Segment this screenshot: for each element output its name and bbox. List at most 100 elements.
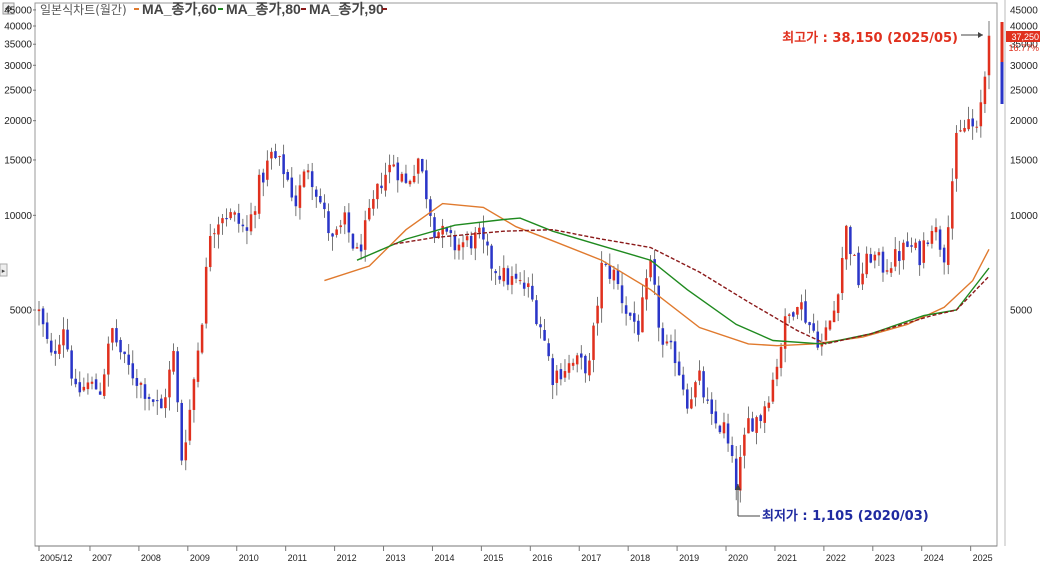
y-tick-label: 15000	[1010, 155, 1038, 166]
candle	[274, 143, 277, 160]
candle	[319, 188, 322, 204]
candle	[690, 387, 693, 410]
candle	[763, 401, 767, 433]
candle	[314, 186, 318, 208]
candle	[355, 242, 359, 249]
candle	[967, 106, 970, 132]
candle	[718, 424, 722, 435]
candle	[425, 159, 428, 209]
y-axis-left: 5000 10000 15000 20000 25000 30000 35000 40000 4…	[4, 5, 36, 317]
candle	[616, 264, 620, 290]
candle	[893, 237, 897, 272]
side-panel-toggle[interactable]: ▸	[0, 263, 8, 277]
candle	[176, 346, 179, 412]
candle	[86, 373, 90, 395]
x-tick-label: 2017	[581, 553, 601, 563]
x-tick-label: 2015	[483, 553, 503, 563]
candle	[571, 358, 575, 371]
candle	[588, 353, 591, 382]
candle	[127, 344, 130, 375]
candle	[400, 171, 404, 183]
candle	[861, 262, 864, 290]
candle	[245, 215, 249, 245]
candle	[478, 222, 481, 239]
candle	[930, 225, 934, 249]
candle	[535, 295, 538, 326]
candle	[600, 251, 603, 323]
candle	[641, 285, 644, 333]
candle	[233, 210, 236, 222]
low-label: 최저가 : 1,105 (2020/03)	[762, 509, 929, 524]
candle	[433, 212, 436, 244]
candle	[881, 246, 885, 282]
candle	[518, 272, 522, 285]
ma-line	[356, 217, 990, 345]
candle	[808, 321, 811, 334]
candle	[922, 232, 926, 269]
x-tick-label: 2019	[679, 553, 699, 563]
y-axis-right: 5000 10000 15000 20000 25000 30000 35000 40000 4…	[1010, 5, 1038, 316]
candle	[119, 337, 122, 360]
y-tick-label: 45000	[4, 5, 32, 16]
candle	[938, 225, 942, 257]
candle	[343, 206, 347, 235]
candle	[49, 332, 53, 356]
candle	[45, 312, 49, 344]
candle	[461, 234, 465, 260]
candle	[698, 360, 701, 386]
legend-title: 일본식차트(월간)	[40, 3, 127, 17]
candle	[653, 249, 656, 295]
candle	[147, 393, 151, 411]
candle	[873, 251, 877, 269]
maximize-button[interactable]: ✥	[2, 2, 15, 15]
y-tick-label: 40000	[1010, 22, 1038, 33]
y-tick-label: 20000	[1010, 116, 1038, 127]
candle	[498, 265, 501, 284]
x-tick-label: 2018	[630, 553, 650, 563]
candle	[734, 445, 738, 501]
candlestick-series	[37, 20, 991, 503]
candle	[987, 20, 991, 90]
candle	[200, 323, 204, 355]
candle	[918, 239, 921, 276]
high-label: 최고가 : 38,150 (2025/05)	[782, 31, 958, 46]
x-axis: 2005/12 2007 2008 2009 2010 2011 2012 2013 2014 2…	[38, 546, 993, 563]
y-tick-label: 35000	[4, 40, 32, 51]
candle	[779, 342, 783, 377]
candle	[563, 359, 567, 382]
candle	[180, 399, 183, 466]
candle	[66, 318, 69, 352]
maximize-icon: ✥	[5, 4, 13, 14]
x-tick-label: 2022	[826, 553, 846, 563]
candle	[164, 388, 167, 418]
candle	[840, 246, 844, 301]
candle	[62, 317, 65, 358]
candle	[54, 339, 57, 366]
y-tick-label: 35000	[1010, 40, 1038, 51]
x-tick-label: 2020	[728, 553, 748, 563]
candle	[323, 194, 326, 218]
legend-ma-60: MA_종가,60	[142, 1, 217, 17]
candle	[836, 293, 840, 322]
y-tick-label: 30000	[1010, 61, 1038, 72]
candle	[584, 354, 587, 383]
candle	[747, 406, 750, 434]
candle	[914, 238, 917, 251]
candle	[771, 372, 775, 405]
candle	[624, 296, 628, 326]
current-price-value: 37,250	[1011, 32, 1039, 42]
candle	[665, 334, 669, 346]
candle	[514, 263, 518, 284]
candle	[767, 396, 771, 412]
y-tick-label: 25000	[4, 86, 32, 97]
candle	[971, 109, 974, 140]
candle	[877, 248, 881, 266]
candle	[702, 366, 705, 404]
x-tick-label: 2010	[239, 553, 259, 563]
candle	[539, 316, 542, 339]
candle	[196, 342, 200, 388]
candle	[270, 147, 273, 170]
ma-line	[393, 228, 990, 345]
candle	[282, 144, 285, 188]
